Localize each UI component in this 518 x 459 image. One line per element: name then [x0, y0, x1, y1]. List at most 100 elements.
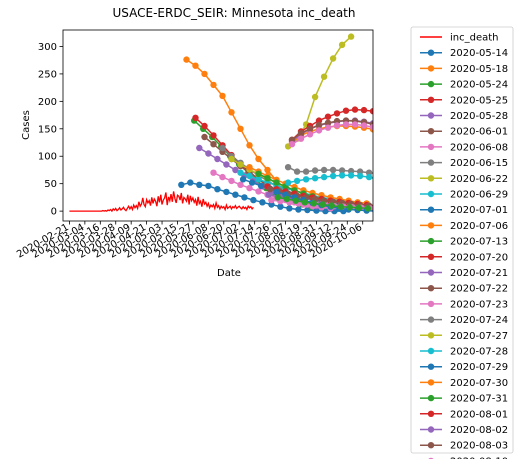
forecast-point — [346, 204, 353, 211]
legend-marker — [427, 253, 435, 260]
forecast-point — [320, 166, 328, 174]
forecast-point — [376, 205, 382, 211]
legend-label: 2020-07-13 — [450, 237, 508, 248]
forecast-point — [196, 144, 203, 152]
legend-label: 2020-05-18 — [450, 64, 508, 75]
legend-label: 2020-08-01 — [450, 409, 508, 420]
forecast-point — [297, 130, 305, 137]
y-tick-label: 50 — [44, 179, 57, 190]
forecast-point — [375, 171, 381, 177]
legend-marker — [427, 65, 435, 72]
forecast-point — [320, 73, 328, 80]
legend-label: 2020-06-01 — [450, 127, 508, 138]
forecast-point — [223, 188, 230, 196]
legend-marker — [427, 237, 435, 245]
forecast-point — [381, 203, 387, 209]
forecast-point — [379, 127, 385, 133]
forecast-point — [342, 107, 350, 114]
forecast-point — [273, 179, 280, 186]
forecast-point — [347, 33, 355, 40]
forecast-point — [228, 109, 235, 116]
legend-label: 2020-07-23 — [450, 299, 508, 310]
legend-marker — [427, 363, 435, 370]
legend-marker — [427, 442, 435, 449]
forecast-point — [302, 168, 310, 175]
forecast-point — [313, 207, 320, 214]
forecast-point — [264, 175, 271, 182]
forecast-series — [288, 121, 385, 148]
legend-label: 2020-08-10 — [450, 456, 508, 459]
forecast-point — [302, 176, 310, 183]
legend-marker — [427, 426, 435, 433]
legend-marker — [427, 49, 435, 56]
y-axis: 0 50 100 150 200 250 300 — [38, 42, 63, 218]
forecast-point — [228, 155, 235, 163]
forecast-point — [315, 117, 323, 124]
forecast-point — [266, 186, 274, 193]
forecast-point — [319, 201, 326, 208]
forecast-point — [201, 122, 208, 130]
forecast-series — [284, 172, 373, 186]
chart-title: USACE-ERDC_SEIR: Minnesota inc_death — [113, 6, 356, 20]
forecast-point — [342, 121, 350, 128]
forecast-point — [201, 133, 208, 141]
forecast-point — [292, 197, 299, 204]
y-axis-label: Cases — [21, 110, 32, 140]
legend-marker — [427, 332, 435, 339]
y-tick-label: 300 — [38, 42, 57, 53]
forecast-point — [237, 181, 244, 188]
forecast-point — [250, 196, 257, 204]
forecast-point — [259, 199, 266, 206]
forecast-point — [210, 81, 217, 89]
forecast-point — [178, 181, 185, 188]
forecast-point — [265, 191, 272, 198]
forecast-point — [375, 203, 381, 209]
legend-marker — [427, 143, 435, 151]
legend-label: 2020-07-31 — [450, 394, 508, 405]
legend-label: 2020-06-29 — [450, 190, 508, 201]
forecast-point — [277, 203, 284, 210]
forecast-point — [338, 41, 346, 48]
legend-label: 2020-07-21 — [450, 268, 508, 279]
legend-marker — [427, 410, 435, 417]
forecast-point — [255, 176, 262, 183]
forecast-point — [228, 177, 235, 185]
legend-label: 2020-05-28 — [450, 111, 508, 122]
forecast-point — [381, 208, 387, 214]
forecast-point — [311, 175, 319, 182]
legend-marker — [427, 96, 435, 104]
observed-line — [69, 191, 254, 213]
forecast-point — [315, 127, 323, 134]
x-axis-label: Date — [217, 268, 241, 279]
legend-marker — [427, 347, 435, 355]
forecast-point — [239, 176, 247, 183]
forecast-point — [360, 106, 368, 114]
forecast-point — [246, 164, 253, 171]
legend: inc_death 2020-05-14 2020-05-18 2020-05-24 2… — [410, 26, 514, 459]
legend-marker — [427, 112, 435, 119]
legend-label: 2020-08-02 — [450, 425, 508, 436]
legend-label: 2020-07-30 — [450, 378, 508, 389]
forecast-point — [214, 186, 221, 193]
forecast-point — [232, 191, 239, 198]
legend-label: 2020-07-06 — [450, 221, 508, 232]
forecast-point — [338, 172, 346, 179]
forecast-point — [264, 166, 271, 174]
forecast-point — [324, 113, 332, 120]
forecast-point — [360, 122, 368, 129]
legend-marker — [427, 285, 435, 292]
forecast-point — [295, 206, 302, 213]
forecast-point — [205, 182, 212, 190]
forecast-point — [274, 194, 281, 201]
legend-label: 2020-06-22 — [450, 174, 508, 185]
forecast-point — [329, 55, 337, 62]
legend-marker — [427, 394, 435, 402]
forecast-point — [255, 155, 262, 163]
legend-label: 2020-07-01 — [450, 205, 508, 216]
forecast-point — [219, 92, 226, 100]
legend-marker — [427, 316, 435, 323]
forecast-point — [311, 167, 319, 174]
forecast-point — [329, 166, 337, 174]
plot-frame — [62, 29, 374, 222]
forecast-point — [320, 173, 328, 181]
